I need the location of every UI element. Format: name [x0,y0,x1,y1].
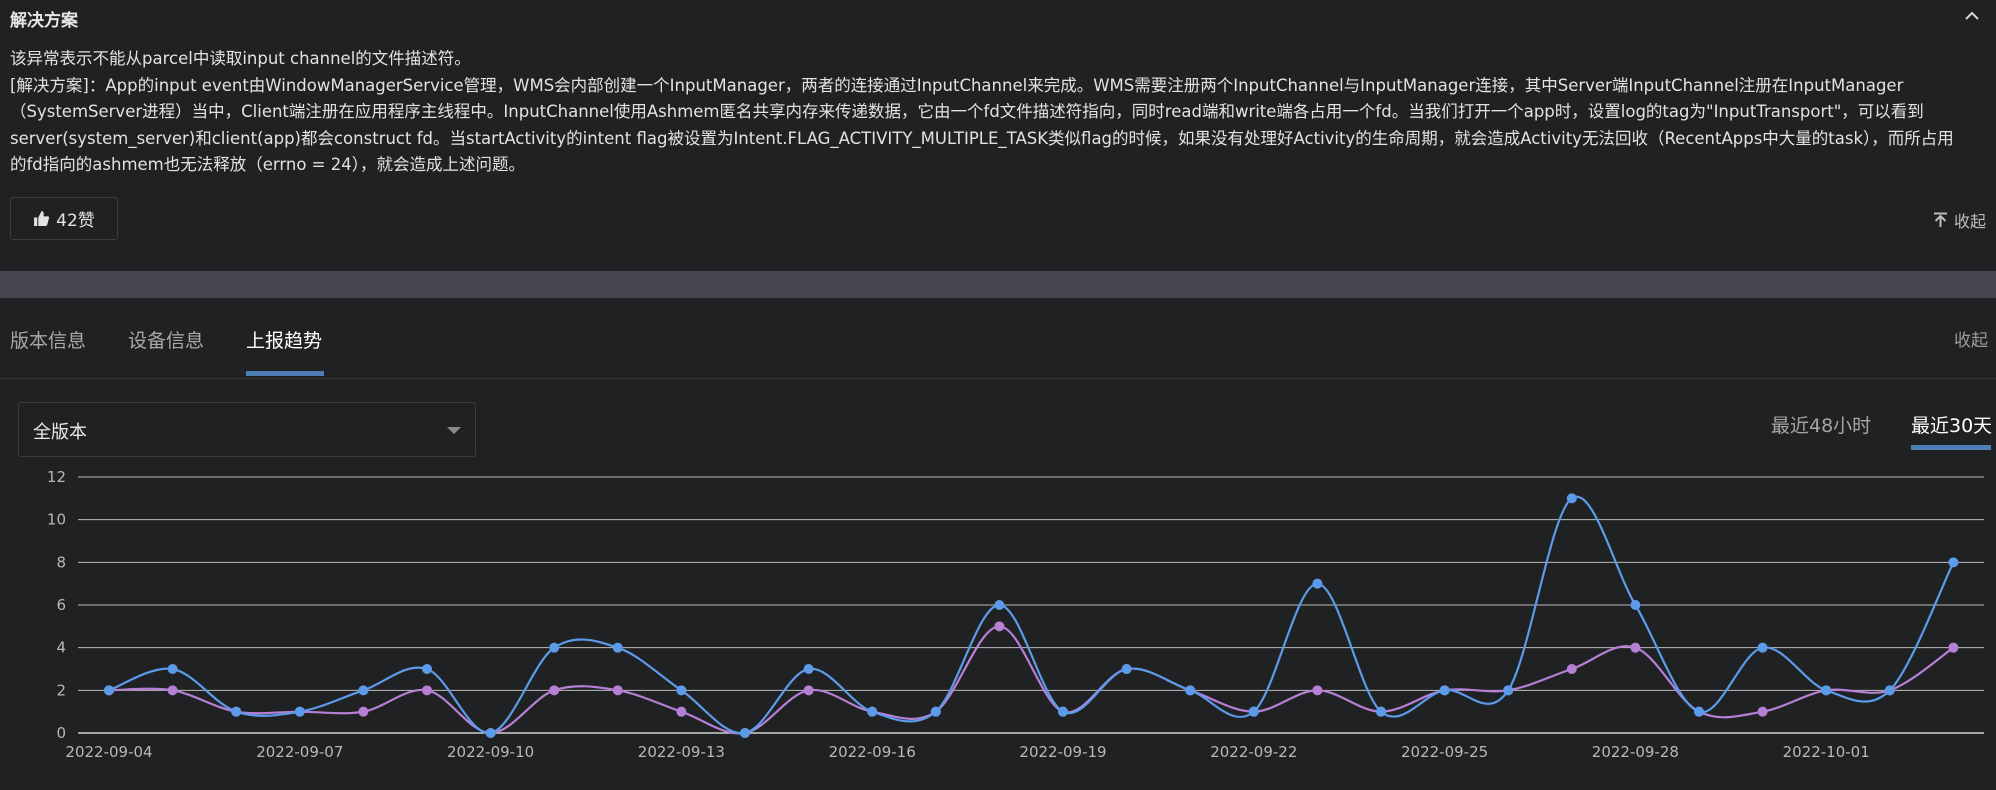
active-tab-indicator [246,371,324,376]
caret-down-icon [447,427,461,434]
x-tick-label: 2022-09-10 [447,743,534,761]
active-range-indicator [1911,445,1991,450]
info-tabs: 版本信息 设备信息 上报趋势 收起 [0,298,1996,379]
x-tick-label: 2022-09-16 [829,743,916,761]
data-point[interactable] [1122,664,1132,674]
data-point[interactable] [613,685,623,695]
collapse-solution-button[interactable]: 收起 [1933,208,1986,232]
solution-title: 解决方案 [10,6,78,31]
data-point[interactable] [1567,493,1577,503]
data-point[interactable] [676,707,686,717]
data-point[interactable] [358,707,368,717]
data-point[interactable] [1312,579,1322,589]
y-tick-label: 12 [47,468,66,486]
data-point[interactable] [168,685,178,695]
like-button[interactable]: 42赞 [10,197,118,240]
x-tick-label: 2022-09-22 [1210,743,1297,761]
solution-paragraph-2: [解决方案]：App的input event由WindowManagerServ… [10,73,1970,179]
data-point[interactable] [1948,557,1958,567]
series-1-line [109,497,1953,734]
data-point[interactable] [1758,707,1768,717]
data-point[interactable] [1058,707,1068,717]
data-point[interactable] [804,685,814,695]
data-point[interactable] [1948,643,1958,653]
data-point[interactable] [804,664,814,674]
y-tick-label: 6 [56,596,66,614]
data-point[interactable] [104,685,114,695]
x-tick-label: 2022-10-01 [1783,743,1870,761]
data-point[interactable] [1185,685,1195,695]
data-point[interactable] [676,685,686,695]
range-48h[interactable]: 最近48小时 [1771,411,1871,438]
y-tick-label: 2 [56,681,66,699]
range-30d[interactable]: 最近30天 [1911,411,1992,438]
data-point[interactable] [168,664,178,674]
y-tick-label: 10 [47,511,66,529]
data-point[interactable] [231,707,241,717]
x-tick-label: 2022-09-28 [1592,743,1679,761]
solution-paragraph-1: 该异常表示不能从parcel中读取input channel的文件描述符。 [10,46,1970,73]
thumbs-up-icon [33,210,50,227]
data-point[interactable] [549,643,559,653]
data-point[interactable] [422,664,432,674]
x-tick-label: 2022-09-19 [1019,743,1106,761]
data-point[interactable] [486,728,496,738]
data-point[interactable] [867,707,877,717]
data-point[interactable] [358,685,368,695]
data-point[interactable] [1376,707,1386,717]
data-point[interactable] [613,643,623,653]
solution-text: 该异常表示不能从parcel中读取input channel的文件描述符。 [解… [10,46,1970,179]
data-point[interactable] [1630,600,1640,610]
data-point[interactable] [295,707,305,717]
collapse-tabs-button[interactable]: 收起 [1954,326,1988,351]
arrow-to-top-icon [1933,212,1948,228]
data-point[interactable] [1821,685,1831,695]
data-point[interactable] [1694,707,1704,717]
y-tick-label: 4 [56,639,66,657]
data-point[interactable] [1630,643,1640,653]
tab-version-info[interactable]: 版本信息 [10,326,86,353]
version-select-value: 全版本 [33,418,87,444]
data-point[interactable] [994,600,1004,610]
x-tick-label: 2022-09-04 [65,743,152,761]
data-point[interactable] [549,685,559,695]
data-point[interactable] [740,728,750,738]
data-point[interactable] [1249,707,1259,717]
tab-device-info[interactable]: 设备信息 [128,326,204,353]
x-tick-label: 2022-09-07 [256,743,343,761]
y-tick-label: 8 [56,553,66,571]
y-tick-label: 0 [56,724,66,742]
version-select[interactable]: 全版本 [18,402,476,457]
data-point[interactable] [994,621,1004,631]
x-tick-label: 2022-09-13 [638,743,725,761]
collapse-label: 收起 [1954,208,1986,232]
chevron-up-icon[interactable] [1962,6,1982,26]
data-point[interactable] [1312,685,1322,695]
section-divider [0,271,1996,298]
data-point[interactable] [422,685,432,695]
data-point[interactable] [1885,685,1895,695]
like-count: 42赞 [56,206,95,231]
tab-report-trend[interactable]: 上报趋势 [246,326,322,353]
data-point[interactable] [1503,685,1513,695]
report-trend-chart: 0 2 4 6 8 10 12 2022-09-04 2022-09-07 2022-09-10 2… [0,465,1996,780]
data-point[interactable] [1567,664,1577,674]
x-tick-label: 2022-09-25 [1401,743,1488,761]
data-point[interactable] [1440,685,1450,695]
solution-header: 解决方案 [0,0,1996,36]
data-point[interactable] [931,707,941,717]
data-point[interactable] [1758,643,1768,653]
